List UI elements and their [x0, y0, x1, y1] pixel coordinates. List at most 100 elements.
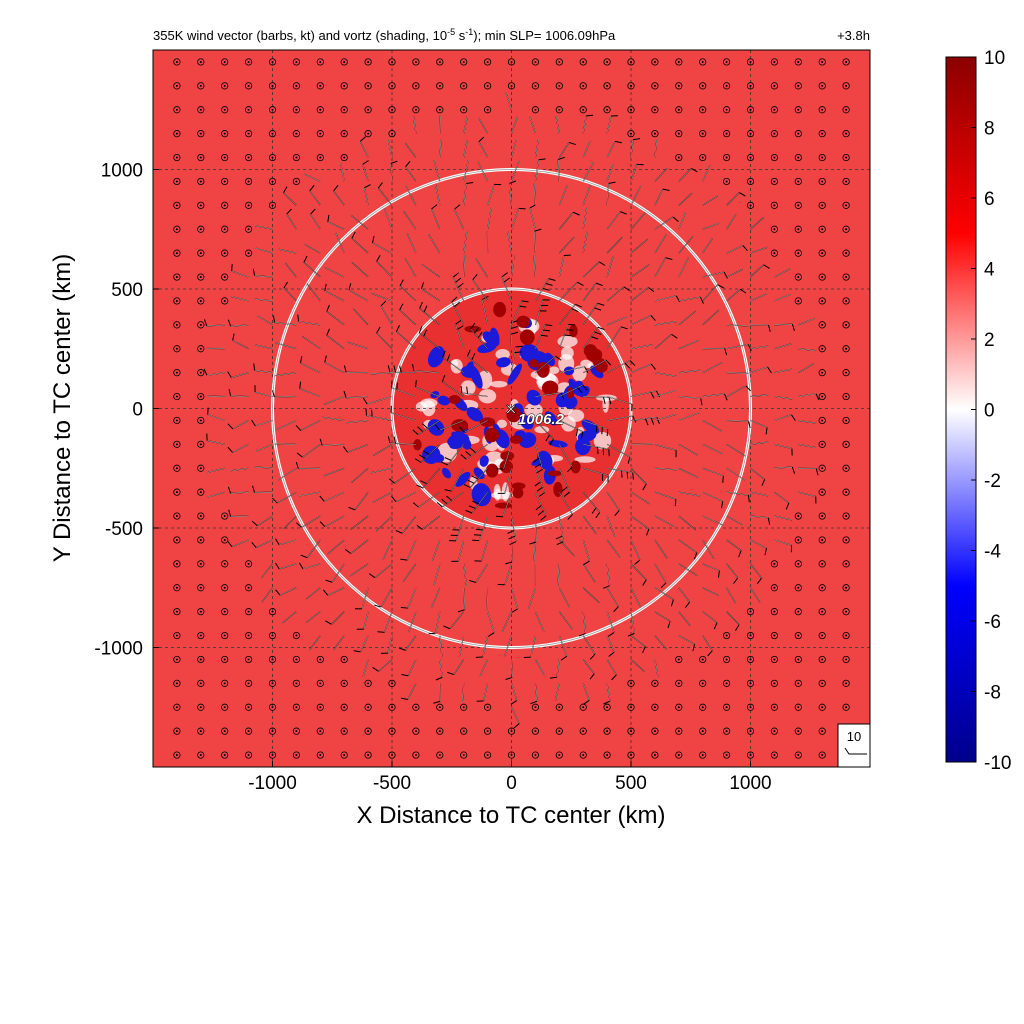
calm-circle-inner — [653, 706, 656, 709]
calm-circle-outer — [842, 106, 850, 114]
calm-circle-outer — [197, 488, 205, 496]
barb-shaft-highlight — [230, 491, 249, 494]
calm-circle-inner — [821, 491, 824, 494]
calm-circle-outer — [794, 201, 802, 209]
calm-circle-outer — [388, 679, 396, 687]
calm-circle-outer — [722, 177, 731, 186]
calm-circle-outer — [579, 751, 587, 759]
barb-shaft-highlight — [583, 611, 586, 634]
plot-area — [153, 50, 870, 767]
barb-feather — [655, 390, 661, 398]
calm-circle-inner — [414, 60, 417, 63]
distance-ring-core — [391, 288, 632, 529]
calm-circle-inner — [749, 204, 752, 207]
y-axis-label: Y Distance to TC center (km) — [49, 254, 76, 563]
barb-shaft-highlight — [559, 282, 578, 302]
calm-circle-outer — [460, 58, 468, 66]
barb-shaft-highlight — [583, 327, 599, 349]
barb-feather — [419, 301, 423, 309]
calm-circle-inner — [391, 84, 393, 87]
calm-circle-inner — [582, 60, 585, 63]
barb-shaft-highlight — [230, 395, 249, 397]
barb-feather — [441, 461, 448, 466]
calm-circle-inner — [845, 610, 848, 613]
calm-circle-inner — [438, 84, 441, 87]
barb-shaft-highlight — [583, 635, 596, 655]
barb-shaft-highlight — [630, 287, 649, 302]
barb-shaft-highlight — [421, 264, 440, 278]
calm-circle-outer — [173, 369, 181, 377]
barb-shaft-highlight — [774, 268, 791, 278]
calm-circle-outer — [651, 106, 659, 114]
calm-circle-inner — [845, 562, 848, 565]
calm-circle-inner — [223, 515, 226, 518]
calm-circle-outer — [722, 153, 731, 162]
barb-shaft-highlight — [702, 587, 719, 596]
calm-circle-outer — [412, 703, 420, 711]
calm-circle-outer — [770, 608, 779, 616]
calm-circle-inner — [582, 706, 585, 709]
calm-circle-outer — [722, 106, 731, 114]
calm-circle-inner — [606, 60, 609, 63]
calm-circle-outer — [364, 703, 372, 711]
calm-circle-outer — [197, 560, 205, 568]
calm-circle-inner — [175, 634, 178, 637]
barb-shaft-highlight — [798, 444, 817, 448]
calm-circle-outer — [818, 584, 826, 592]
calm-circle-inner — [797, 658, 800, 661]
calm-circle-outer — [770, 106, 779, 114]
barb-shaft-highlight — [254, 466, 273, 469]
calm-circle-outer — [746, 153, 755, 162]
barb-shaft-highlight — [750, 293, 768, 302]
barb-feather — [510, 326, 518, 329]
calm-circle-outer — [436, 58, 444, 66]
calm-circle-inner — [749, 108, 752, 111]
barb-shaft-highlight — [463, 183, 467, 206]
calm-circle-outer — [292, 106, 300, 114]
calm-circle-inner — [199, 204, 202, 207]
barb-feather — [399, 365, 402, 373]
calm-circle-outer — [460, 703, 468, 711]
calm-circle-inner — [821, 658, 824, 661]
barb-shaft-highlight — [231, 372, 249, 378]
calm-circle-inner — [199, 634, 202, 637]
calm-circle-outer — [316, 703, 324, 711]
barb-feather — [400, 697, 408, 700]
barb-feather — [735, 624, 740, 631]
barb-shaft-highlight — [378, 659, 393, 672]
calm-circle-outer — [794, 655, 802, 664]
calm-circle-outer — [818, 464, 826, 472]
calm-circle-inner — [223, 276, 226, 279]
calm-circle-inner — [534, 706, 537, 709]
barb-shaft-highlight — [750, 247, 768, 254]
barb-feather — [650, 363, 656, 370]
barb-shaft-highlight — [327, 221, 345, 230]
barb-feather — [543, 329, 551, 332]
barb-shaft-highlight — [435, 611, 440, 634]
calm-circle-outer — [197, 608, 205, 616]
calm-circle-inner — [749, 706, 752, 709]
barb-shaft-highlight — [750, 217, 765, 230]
calm-circle-outer — [818, 751, 826, 759]
barb-feather — [540, 334, 548, 337]
calm-circle-outer — [794, 130, 802, 138]
barb-feather — [495, 515, 503, 518]
vorticity-weak-patch — [561, 416, 576, 432]
barb-shaft-highlight — [350, 515, 369, 530]
barb-shaft-highlight — [475, 258, 488, 278]
calm-circle-outer — [173, 512, 181, 520]
calm-circle-outer — [245, 249, 253, 257]
barb-shaft-highlight — [726, 515, 743, 525]
calm-circle-outer — [746, 130, 755, 138]
calm-circle-inner — [653, 682, 656, 685]
calm-circle-outer — [197, 249, 205, 257]
barb-shaft-highlight — [726, 587, 736, 604]
calm-circle-outer — [245, 727, 253, 735]
calm-circle-outer — [173, 560, 181, 568]
barb-shaft-highlight — [467, 356, 488, 373]
calm-circle-inner — [319, 156, 322, 159]
barb-shaft-highlight — [654, 659, 659, 678]
barb-feather — [534, 228, 542, 232]
calm-circle-outer — [794, 225, 802, 233]
barb-shaft-highlight — [372, 242, 393, 254]
